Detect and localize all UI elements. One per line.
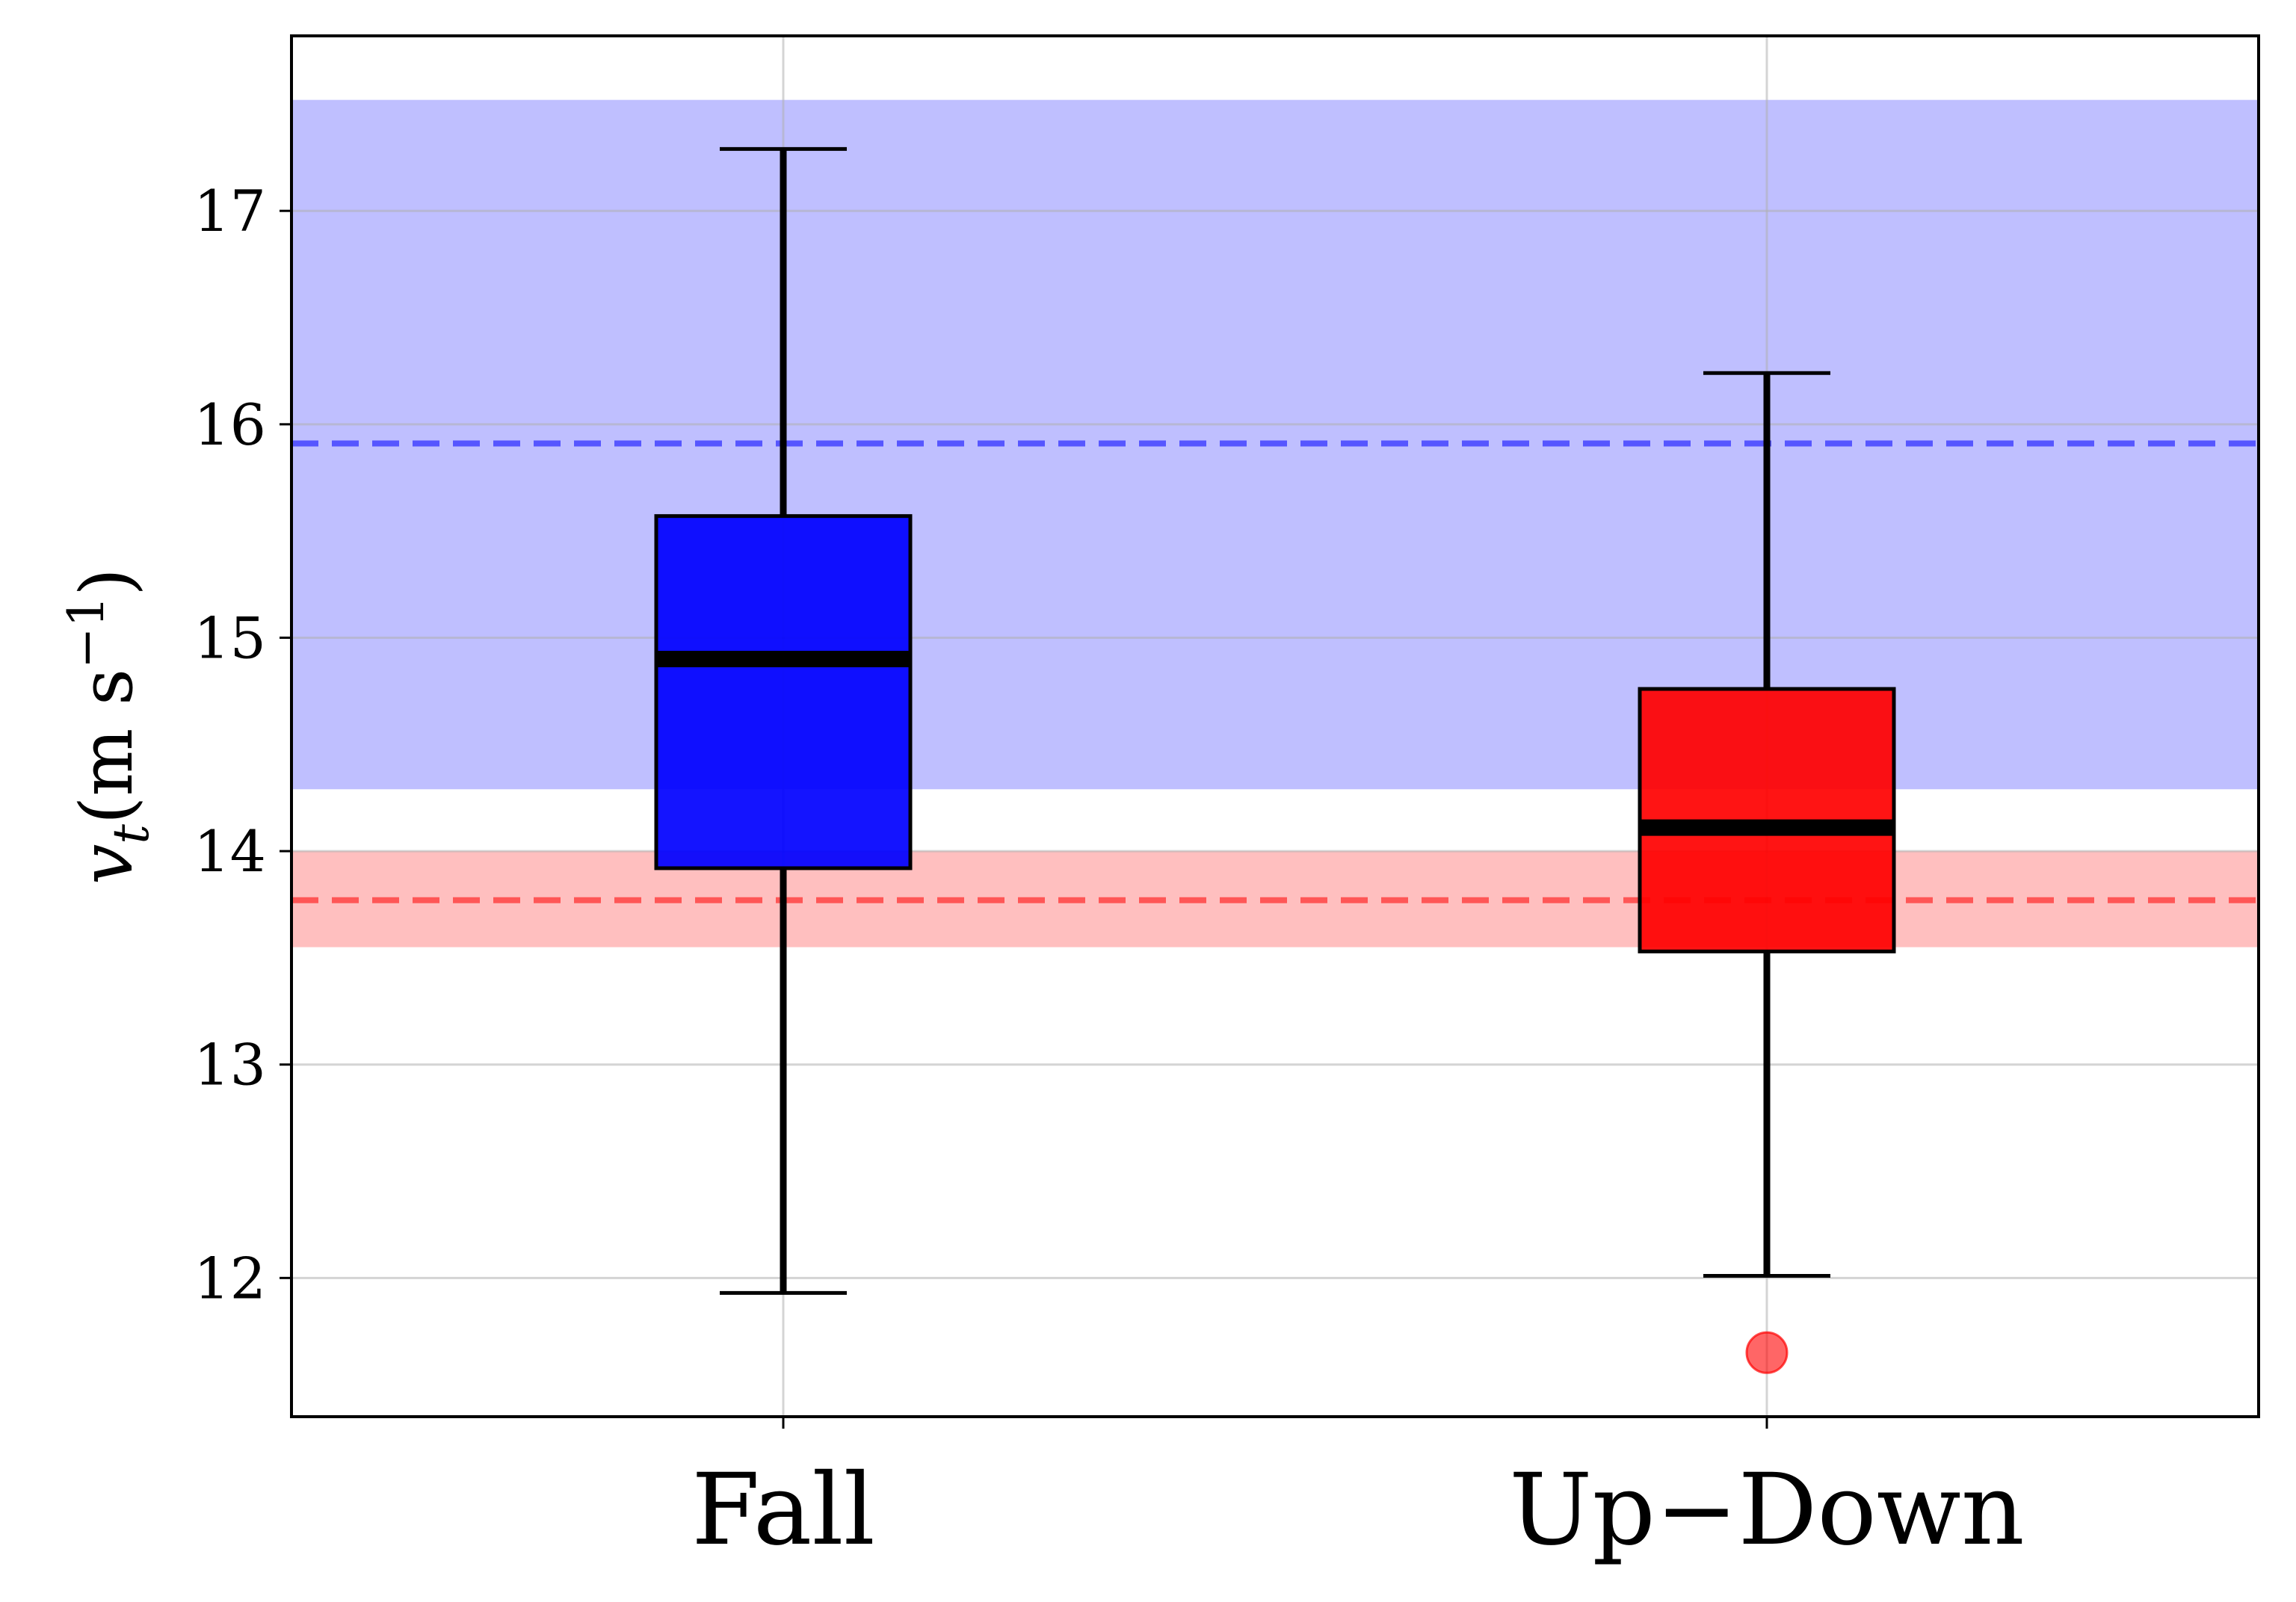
x-tick-label-0: Fall	[691, 1453, 875, 1568]
y-axis-label: vt(m s−1)	[58, 568, 160, 885]
y-axis-label-symbol: v	[65, 844, 149, 885]
boxes-layer	[654, 146, 1896, 1374]
outlier-point-1-0	[1745, 1331, 1789, 1374]
box-1	[1638, 371, 1896, 1374]
y-tick-label-5: 17	[194, 178, 266, 244]
y-axis-label-subscript: t	[102, 824, 160, 844]
y-ticks-layer: 12 13 14 15 16 17	[194, 178, 291, 1311]
y-axis-label-exponent: −1	[58, 596, 115, 669]
box-0	[654, 146, 913, 1295]
y-axis-label-close: )	[65, 568, 149, 596]
reference-lines-layer	[291, 440, 2259, 903]
y-tick-label-2: 14	[194, 818, 266, 885]
y-tick-label-4: 16	[194, 392, 266, 458]
x-tick-label-1: Up−Down	[1509, 1453, 2025, 1568]
y-tick-label-3: 15	[194, 604, 266, 671]
y-tick-label-1: 13	[194, 1032, 266, 1098]
iqr-box-0	[654, 514, 913, 870]
reference-bands-layer	[291, 99, 2259, 947]
x-ticks-layer: Fall Up−Down	[691, 1417, 2025, 1568]
y-tick-label-0: 12	[194, 1245, 266, 1311]
plot-frame	[290, 34, 2260, 1418]
y-axis-label-unit: (m s	[65, 669, 149, 824]
